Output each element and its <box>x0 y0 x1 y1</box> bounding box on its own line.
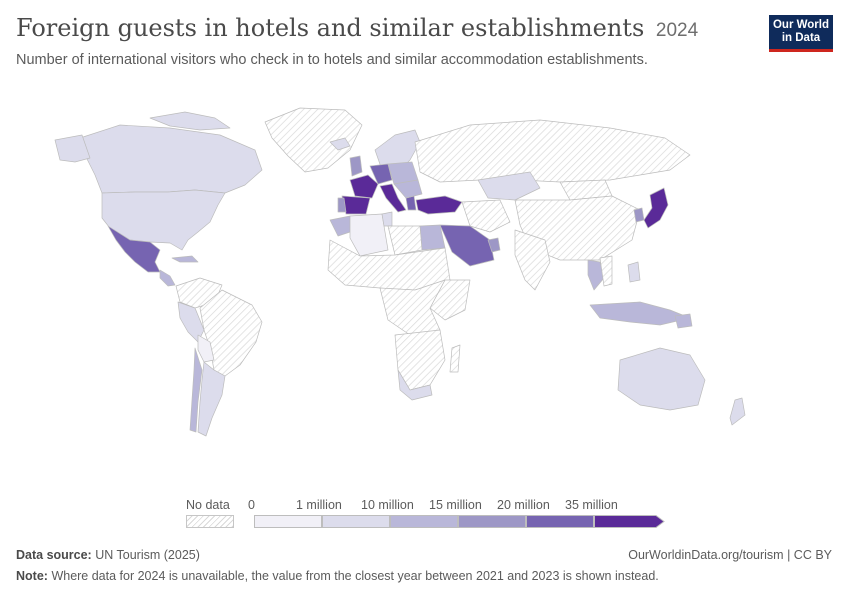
region-bolivia[interactable] <box>197 334 215 363</box>
region-saudi-arabia[interactable] <box>439 224 495 267</box>
url-license[interactable]: OurWorldinData.org/tourism | CC BY <box>628 548 832 562</box>
region-germany[interactable] <box>369 163 393 185</box>
region-indonesia[interactable] <box>589 301 691 326</box>
region-greece[interactable] <box>405 195 417 211</box>
chart-title: Foreign guests in hotels and similar est… <box>16 14 698 42</box>
legend-tick-2: 10 million <box>361 498 414 512</box>
region-italy[interactable] <box>379 183 407 213</box>
region-portugal[interactable] <box>337 197 347 213</box>
region-south-korea[interactable] <box>633 207 645 223</box>
source-label: Data source: <box>16 548 92 562</box>
note-line: Note: Where data for 2024 is unavailable… <box>16 569 659 583</box>
region-balkans[interactable] <box>393 179 423 199</box>
region-north-africa[interactable] <box>387 225 423 256</box>
note-text: Where data for 2024 is unavailable, the … <box>51 569 659 583</box>
region-uk[interactable] <box>349 155 363 177</box>
region-argentina[interactable] <box>197 361 226 437</box>
legend-tick-0: 0 <box>248 498 255 512</box>
legend-bin-3[interactable] <box>458 515 526 528</box>
legend-no-data-swatch[interactable] <box>186 515 234 528</box>
title-year: 2024 <box>655 20 699 41</box>
region-thailand[interactable] <box>587 259 605 291</box>
region-japan[interactable] <box>643 187 669 229</box>
region-central-america[interactable] <box>159 269 176 287</box>
source-text[interactable]: UN Tourism (2025) <box>95 548 200 562</box>
legend-tick-5: 35 million <box>565 498 618 512</box>
legend-tick-1: 1 million <box>296 498 342 512</box>
legend-tick-3: 15 million <box>429 498 482 512</box>
legend-bin-4[interactable] <box>526 515 594 528</box>
region-caribbean[interactable] <box>171 255 199 263</box>
legend-bin-2[interactable] <box>390 515 458 528</box>
region-egypt[interactable] <box>419 224 446 251</box>
region-vietnam[interactable] <box>599 255 613 287</box>
title-text: Foreign guests in hotels and similar est… <box>16 14 645 42</box>
region-iceland[interactable] <box>329 137 351 151</box>
owid-logo[interactable]: Our World in Data <box>769 15 833 52</box>
region-australia[interactable] <box>617 347 706 411</box>
legend-no-data-label: No data <box>186 498 230 512</box>
note-label: Note: <box>16 569 48 583</box>
region-kazakhstan[interactable] <box>477 171 541 201</box>
world-map <box>54 107 746 437</box>
region-india[interactable] <box>514 229 551 291</box>
region-turkey[interactable] <box>415 195 463 215</box>
region-madagascar[interactable] <box>449 344 461 373</box>
region-new-zealand[interactable] <box>729 397 746 426</box>
region-russia[interactable] <box>414 119 691 183</box>
chart-subtitle: Number of international visitors who che… <box>16 52 648 68</box>
region-canada-islands[interactable] <box>149 111 231 131</box>
region-central-africa[interactable] <box>379 279 446 336</box>
legend-bin-0[interactable] <box>254 515 322 528</box>
region-canada[interactable] <box>79 124 263 194</box>
region-chile[interactable] <box>189 347 203 433</box>
region-france[interactable] <box>349 174 379 199</box>
region-south-africa[interactable] <box>397 369 433 401</box>
legend-bin-1[interactable] <box>322 515 390 528</box>
region-papua-new-guinea[interactable] <box>674 313 693 329</box>
legend-bin-5[interactable] <box>594 515 666 528</box>
region-alaska[interactable] <box>54 134 91 163</box>
logo-line-1: Our World <box>772 19 829 31</box>
region-gulf-states[interactable] <box>487 237 501 253</box>
region-iran[interactable] <box>461 199 511 233</box>
region-brazil[interactable] <box>199 289 263 377</box>
region-philippines[interactable] <box>627 261 641 283</box>
region-tunisia[interactable] <box>381 211 393 227</box>
region-algeria[interactable] <box>349 213 389 257</box>
logo-line-2: in Data <box>781 32 821 44</box>
legend-tick-4: 20 million <box>497 498 550 512</box>
source-line: Data source: UN Tourism (2025) <box>16 548 200 562</box>
region-greenland[interactable] <box>264 107 363 173</box>
